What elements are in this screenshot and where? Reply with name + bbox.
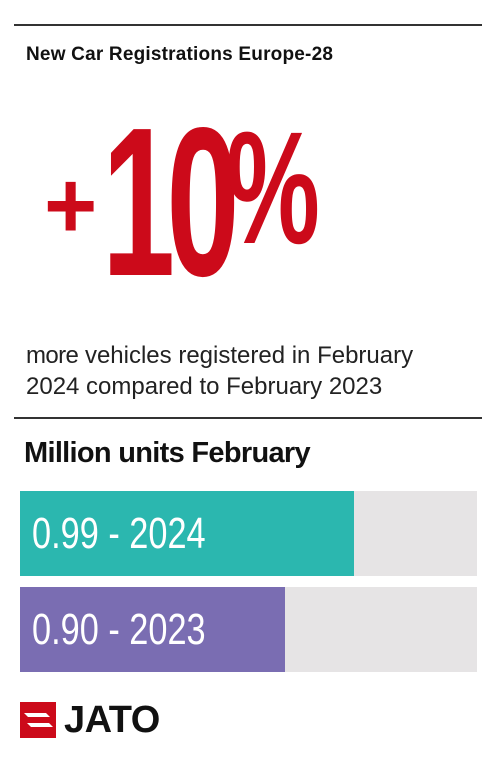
percentage-number: 10 [102, 83, 240, 320]
description-lead: more [26, 342, 79, 369]
logo-text: JATO [64, 699, 160, 741]
jato-logo-icon [20, 702, 56, 738]
bar-track-2024: 0.99 - 2024 [20, 491, 477, 576]
percent-symbol: % [226, 98, 320, 277]
bar-2023 [20, 587, 286, 672]
bar-label-2024: 0.99 - 2024 [32, 508, 206, 558]
bar-label-2023: 0.90 - 2023 [32, 604, 206, 654]
infographic-title: New Car Registrations Europe-28 [26, 44, 334, 65]
jato-logo: JATO [20, 699, 160, 741]
bar-track-2023: 0.90 - 2023 [20, 587, 477, 672]
plus-sign: + [44, 152, 98, 259]
percentage-highlight: + 10 % [44, 96, 344, 308]
highlight-description: more vehicles registered in February 202… [26, 340, 466, 402]
bar-2024 [20, 491, 354, 576]
description-rest: vehicles registered in February 2024 com… [26, 342, 414, 400]
chart-title: Million units February [24, 437, 311, 469]
top-divider [14, 24, 482, 26]
middle-divider [14, 417, 482, 419]
